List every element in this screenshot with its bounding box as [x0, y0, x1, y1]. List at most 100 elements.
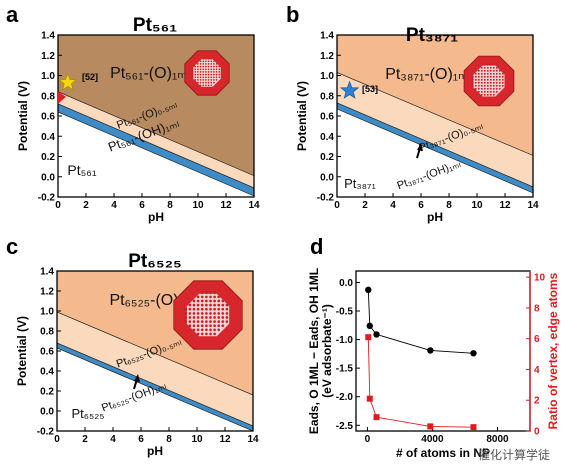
- arrow-head: [134, 374, 140, 382]
- panel-title: Pt₅₆₁: [133, 15, 177, 36]
- phase-label-clean: Pt₆₅₂₅: [71, 406, 104, 421]
- right-series-point: [470, 424, 477, 431]
- x-axis-label: # of atoms in NP: [396, 446, 490, 460]
- phase-boundary-line: [57, 311, 253, 396]
- phase-diagram-b: 0 2 4 6 8 10 12 14 -0.2 0.0 0.2 0.4 0.6 0.8 1.0 1.2 1.4 p…: [286, 2, 539, 224]
- right-series-point: [365, 334, 372, 341]
- y-tick-label: 0.6: [320, 112, 334, 123]
- y-tick-label: 0.2: [41, 152, 55, 163]
- y-tick-label-left: -1.5: [336, 364, 354, 375]
- y-tick-label: 1.0: [320, 71, 334, 82]
- left-series-point: [366, 322, 373, 330]
- phase-diagram-a: 0 2 4 6 8 10 12 14 -0.2 0.0 0.2 0.4 0.6 0.8 1.0 1.2 1.4 p…: [6, 2, 260, 224]
- gold-star-icon: [58, 72, 78, 91]
- left-series-point: [470, 350, 477, 357]
- right-series-line: [367, 337, 474, 428]
- x-tick-label: 2: [82, 434, 88, 445]
- x-tick-label: 4: [111, 200, 117, 211]
- y-tick-label: -0.2: [37, 427, 55, 438]
- y-axis-label: Potential (V): [15, 316, 29, 386]
- x-tick-label: 4: [390, 200, 396, 211]
- x-tick-label: 6: [418, 200, 424, 211]
- reference-label: [53]: [362, 84, 378, 94]
- x-tick-label: 2: [83, 200, 89, 211]
- left-series-point: [427, 347, 434, 354]
- y-tick-label: 0.4: [320, 132, 334, 143]
- x-tick-label: 0: [334, 200, 340, 211]
- x-tick-label: 2: [362, 200, 368, 211]
- y-tick-label: 0.6: [41, 112, 55, 123]
- panel-letter: b: [286, 2, 299, 27]
- x-tick-label: 14: [527, 200, 539, 211]
- y-tick-label: 0.4: [40, 367, 54, 378]
- panel-title: Pt₃₈₇₁: [406, 25, 458, 46]
- phase-label-clean: Pt₃₈₇₁: [344, 176, 376, 191]
- x-tick-label: 4: [110, 434, 116, 445]
- x-tick-label: 14: [248, 200, 260, 211]
- x-tick-label: 14: [247, 434, 259, 445]
- phase-label-clean: Pt₅₆₁: [67, 162, 97, 178]
- x-axis-label: pH: [148, 210, 164, 224]
- left-series-point: [365, 286, 372, 294]
- y-tick-label: 0.8: [320, 91, 334, 102]
- y-axis-label: Potential (V): [295, 81, 309, 151]
- phase-boundary-line: [58, 111, 254, 197]
- y-tick-label-right: 6: [534, 334, 540, 345]
- x-tick-label: 12: [219, 434, 231, 445]
- right-series-point: [366, 395, 373, 402]
- phase-boundary-line: [57, 347, 253, 431]
- y-tick-label: -0.2: [317, 193, 335, 204]
- phase-boundary-line: [337, 72, 533, 156]
- x-tick-label: 8: [167, 200, 173, 211]
- panel-title: Pt₆₅₂₅: [128, 251, 182, 272]
- right-series-point: [373, 414, 380, 421]
- scatter-panel-d: 0 4000 8000 0.0 -0.5 -1.0 -1.5 -2.0 -2.5 0 2 4 6 8 10 #…: [307, 234, 560, 460]
- left-series-line: [367, 289, 474, 354]
- y-tick-label: 0.2: [40, 387, 54, 398]
- nanoparticle-icon: [184, 50, 230, 96]
- y-axis-label: Potential (V): [16, 81, 30, 151]
- x-tick-label: 8: [166, 434, 172, 445]
- panel-letter: a: [6, 2, 19, 27]
- x-tick-label: 8000: [486, 434, 509, 445]
- phase-boundary-line: [58, 91, 254, 177]
- x-tick-label: 6: [138, 434, 144, 445]
- y-tick-label-right: 8: [534, 303, 540, 314]
- nanoparticle-icon: [463, 55, 515, 107]
- left-series-point: [373, 331, 380, 338]
- x-tick-label: 0: [54, 434, 60, 445]
- x-tick-label: 0: [55, 200, 61, 211]
- right-series-point: [427, 423, 434, 430]
- y-tick-label: 0.0: [40, 407, 54, 418]
- x-tick-label: 0: [365, 434, 371, 445]
- y-tick-label: -0.2: [38, 193, 56, 204]
- x-tick-label: 10: [192, 200, 204, 211]
- y-tick-label-left: -0.5: [336, 307, 354, 318]
- y-axis-label-left-unit: (eV adsorbate⁻¹): [320, 304, 334, 398]
- phase-boundary-line: [337, 102, 533, 188]
- y-tick-label: 1.4: [40, 267, 54, 278]
- x-axis-label: pH: [427, 210, 443, 224]
- x-tick-label: 10: [471, 200, 483, 211]
- phase-label-o1ml: Pt₃₈₇₁-(O)₁ₘₗ: [385, 66, 471, 83]
- phase-boundary-line: [337, 108, 533, 194]
- x-tick-label: 8: [446, 200, 452, 211]
- blue-star-icon: [339, 80, 360, 99]
- panel-letter: d: [310, 234, 323, 259]
- y-tick-label: 1.2: [320, 51, 334, 62]
- x-tick-label: 10: [191, 434, 203, 445]
- y-tick-label: 0.0: [41, 172, 55, 183]
- y-tick-label: 0.8: [41, 91, 55, 102]
- y-tick-label-left: -2.5: [336, 421, 354, 432]
- y-tick-label: 1.0: [40, 307, 54, 318]
- x-tick-label: 12: [220, 200, 232, 211]
- watermark-text: 催化计算学徒: [478, 447, 550, 462]
- y-axis-label-right: Ratio of vertex, edge atoms: [546, 272, 560, 429]
- y-axis-label-left: Eads, O 1ML − Eads, OH 1ML: [307, 268, 321, 434]
- y-tick-label-right: 4: [534, 365, 540, 376]
- y-tick-label: 0.8: [40, 327, 54, 338]
- y-tick-label: 0.4: [41, 132, 55, 143]
- y-tick-label-left: -1.0: [336, 335, 354, 346]
- x-tick-label: 6: [139, 200, 145, 211]
